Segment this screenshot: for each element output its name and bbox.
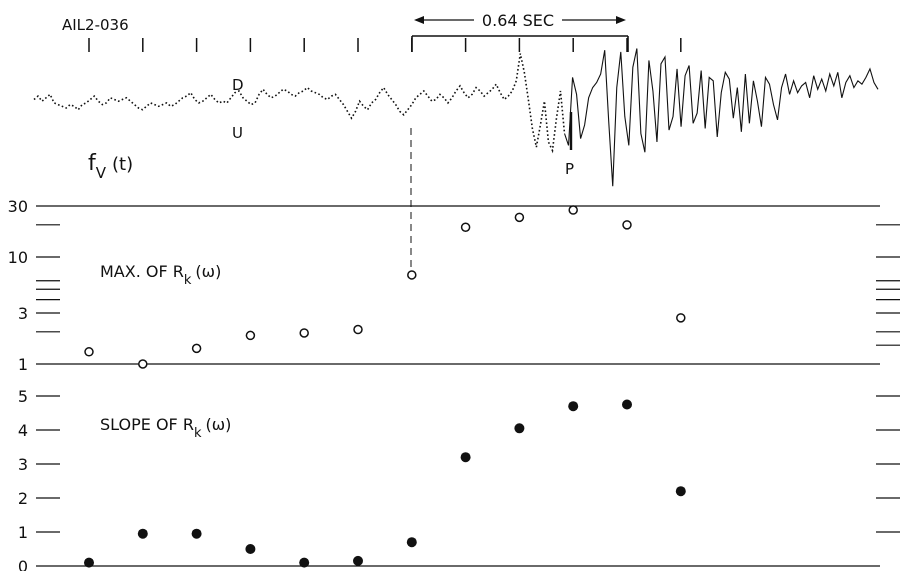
y-tick-label: 30 [8, 197, 28, 216]
max-panel-points [84, 205, 686, 369]
max-point [138, 359, 148, 369]
record-id: AIL2-036 [62, 16, 129, 34]
slope-point [137, 528, 148, 539]
slope-panel-points [84, 399, 686, 568]
max-point [353, 324, 363, 335]
max-point [407, 270, 417, 280]
time-tick-marks [88, 38, 682, 52]
slope-point [460, 452, 471, 463]
seismogram-trace [33, 48, 879, 187]
max-point [191, 343, 202, 354]
max-point [460, 222, 471, 232]
trace-up-label: D [232, 76, 244, 94]
slope-point [353, 555, 363, 566]
slope-point [406, 537, 417, 548]
y-tick-label: 1 [18, 355, 28, 374]
max-panel-title: MAX. OF Rk (ω) [100, 262, 221, 288]
y-tick-label: 3 [18, 455, 28, 474]
max-point [568, 205, 578, 215]
y-tick-label: 3 [18, 304, 28, 323]
interval-label: 0.64 SEC [482, 11, 554, 30]
y-tick-label: 1 [18, 523, 28, 542]
max-point [245, 330, 256, 341]
slope-point [245, 544, 256, 554]
slope-panel-title: SLOPE OF Rk (ω) [100, 415, 231, 441]
max-point [299, 328, 309, 338]
slope-point [568, 401, 579, 412]
max-point [84, 347, 94, 357]
max-point [676, 313, 686, 323]
max-panel-ticks: 1 3 10 30 [8, 197, 900, 374]
slope-point [675, 486, 686, 497]
slope-panel-ticks: 0 1 2 3 4 5 [18, 387, 900, 571]
max-point [622, 220, 632, 230]
max-point [514, 212, 525, 223]
interval-bracket: 0.64 SEC [411, 11, 629, 52]
y-tick-label: 2 [18, 489, 28, 508]
slope-point [299, 557, 310, 568]
trace-pre-event [33, 53, 566, 154]
arrow-right-icon [616, 16, 626, 24]
trace-event [563, 48, 879, 187]
y-tick-label: 5 [18, 387, 28, 406]
y-tick-label: 4 [18, 421, 28, 440]
y-tick-label: 0 [18, 557, 28, 571]
p-arrival-label: P [565, 160, 574, 178]
trace-name: fV (t) [88, 151, 133, 182]
trace-down-label: U [232, 124, 243, 142]
y-tick-label: 10 [8, 248, 28, 267]
slope-point [191, 528, 202, 539]
slope-point [84, 557, 94, 568]
slope-point [622, 399, 632, 410]
slope-point [514, 423, 525, 434]
arrow-left-icon [414, 16, 424, 24]
